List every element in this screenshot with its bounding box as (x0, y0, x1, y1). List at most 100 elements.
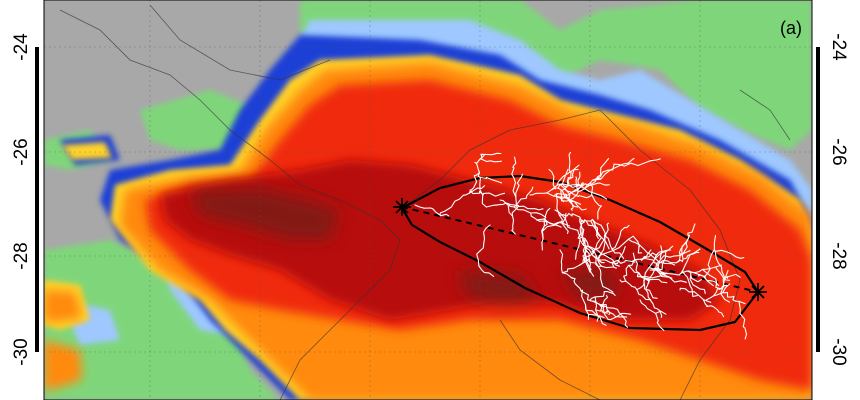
panel-label: (a) (780, 18, 802, 38)
flash-channel-segment (530, 212, 562, 228)
right-latitude-axis: -24 -26 -28 -30 (816, 33, 849, 366)
flash-channel-segment (573, 278, 602, 306)
flash-channel-segment (511, 156, 517, 198)
flash-channel-segment (554, 209, 581, 238)
flash-channel-segment (589, 290, 616, 301)
right-tick-label: -28 (828, 242, 849, 269)
flash-channel-segment (648, 252, 676, 266)
flash-channel-segment (636, 272, 646, 291)
flash-channel-segment (414, 204, 450, 217)
flash-channel-segment (655, 245, 663, 271)
flash-channel-segment (681, 248, 701, 262)
map-panel (44, 0, 812, 400)
flash-channel-segment (680, 251, 700, 274)
left-tick-label: -26 (11, 138, 32, 165)
flash-channel-segment (477, 172, 487, 208)
flash-channel-segment (516, 205, 544, 211)
flash-channel-segment (541, 218, 545, 251)
flash-channel-segment (580, 289, 590, 320)
flash-channel-segment (599, 294, 609, 312)
flash-channel-segment (559, 249, 576, 280)
flash-channel-segment (628, 264, 650, 284)
flash-channel-segment (575, 171, 581, 188)
flash-channel-segment (479, 158, 502, 163)
flash-channel-segment (589, 182, 603, 220)
flash-channel-segment (714, 249, 745, 259)
left-tick-label: -28 (11, 242, 32, 269)
political-borders (59, 4, 791, 400)
flash-channel-segment (639, 299, 667, 315)
flash-channel-segment (598, 232, 607, 260)
flash-channel-segment (598, 303, 619, 310)
flash-channel-segment (619, 279, 652, 301)
flash-channel-segment (485, 202, 519, 208)
flash-channel-segment (579, 217, 602, 226)
flash-channel-segment (511, 173, 523, 217)
flash-channel-segment (641, 249, 669, 261)
right-tick-label: -24 (828, 33, 849, 61)
flash-channel-segment (648, 249, 672, 284)
flash-channel-segment (583, 158, 610, 190)
flash-channel-segment (591, 163, 615, 181)
flash-channel-segment (541, 207, 551, 240)
flash-channel-segment (654, 245, 674, 260)
left-tick-label: -30 (11, 338, 32, 365)
flash-channel-segment (478, 265, 495, 277)
flash-channel-segment (720, 291, 731, 303)
flash-channel-segment (697, 274, 714, 287)
flash-channel-segment (584, 304, 607, 326)
map-frame (43, 0, 813, 400)
flash-channel-segment (597, 259, 618, 269)
flash-channel-segment (513, 186, 534, 208)
flash-channel-segment (616, 308, 629, 328)
flash-channel-segment (558, 212, 581, 218)
flash-channel-segment (584, 246, 595, 277)
flash-channel-segment (714, 266, 731, 281)
flash-channel-segment (705, 283, 731, 302)
flash-channel-segment (682, 269, 698, 297)
flash-channel-segment (712, 284, 728, 297)
flash-channel-segment (583, 237, 602, 263)
flash-channel-segment (468, 161, 481, 194)
flash-channel-segment (702, 298, 725, 318)
flash-channel-segment (613, 158, 661, 167)
flash-channel-segment (476, 153, 486, 164)
flash-channel-segment (572, 178, 602, 199)
flash-channel-segment (644, 252, 659, 274)
flash-channel-segment (655, 259, 683, 271)
flash-channel-segment (643, 277, 658, 299)
flash-channel-segment (723, 273, 741, 280)
lat-lon-grid (44, 0, 812, 400)
flash-channel-segment (476, 224, 491, 267)
flash-channel-segment (579, 217, 585, 247)
flash-channel-segment (722, 292, 746, 305)
flash-channel-segment (681, 223, 696, 260)
flash-channel-segment (653, 262, 687, 283)
flash-channel-segment (649, 269, 702, 283)
flash-channel-segment (627, 238, 649, 254)
flash-channel-segment (690, 264, 723, 274)
flash-channel-segment (639, 249, 652, 261)
flash-channel-segment (587, 313, 605, 319)
left-tick-label: -24 (11, 33, 32, 61)
flash-channel-segment (655, 312, 665, 332)
flash-channel-segment (590, 220, 610, 250)
flash-channel-segment (469, 189, 506, 197)
left-latitude-axis: -24 -26 -28 -30 (11, 33, 39, 366)
flash-channel-segment (546, 164, 580, 194)
flash-channel-segment (507, 204, 516, 235)
flash-channel-segment (645, 288, 663, 318)
flash-channel-segment (660, 249, 691, 261)
flash-channel-segment (679, 287, 712, 303)
flash-channels (414, 151, 748, 340)
flash-channel-segment (479, 176, 503, 184)
flash-channel-segment (567, 151, 572, 186)
flash-channel-segment (634, 259, 639, 277)
flash-channel-segment (556, 195, 569, 234)
flash-channel-segment (480, 152, 502, 159)
flash-channel-segment (623, 252, 636, 282)
flash-channel-segment (599, 259, 636, 264)
flash-channel-segment (591, 218, 599, 239)
right-tick-label: -30 (828, 338, 849, 365)
